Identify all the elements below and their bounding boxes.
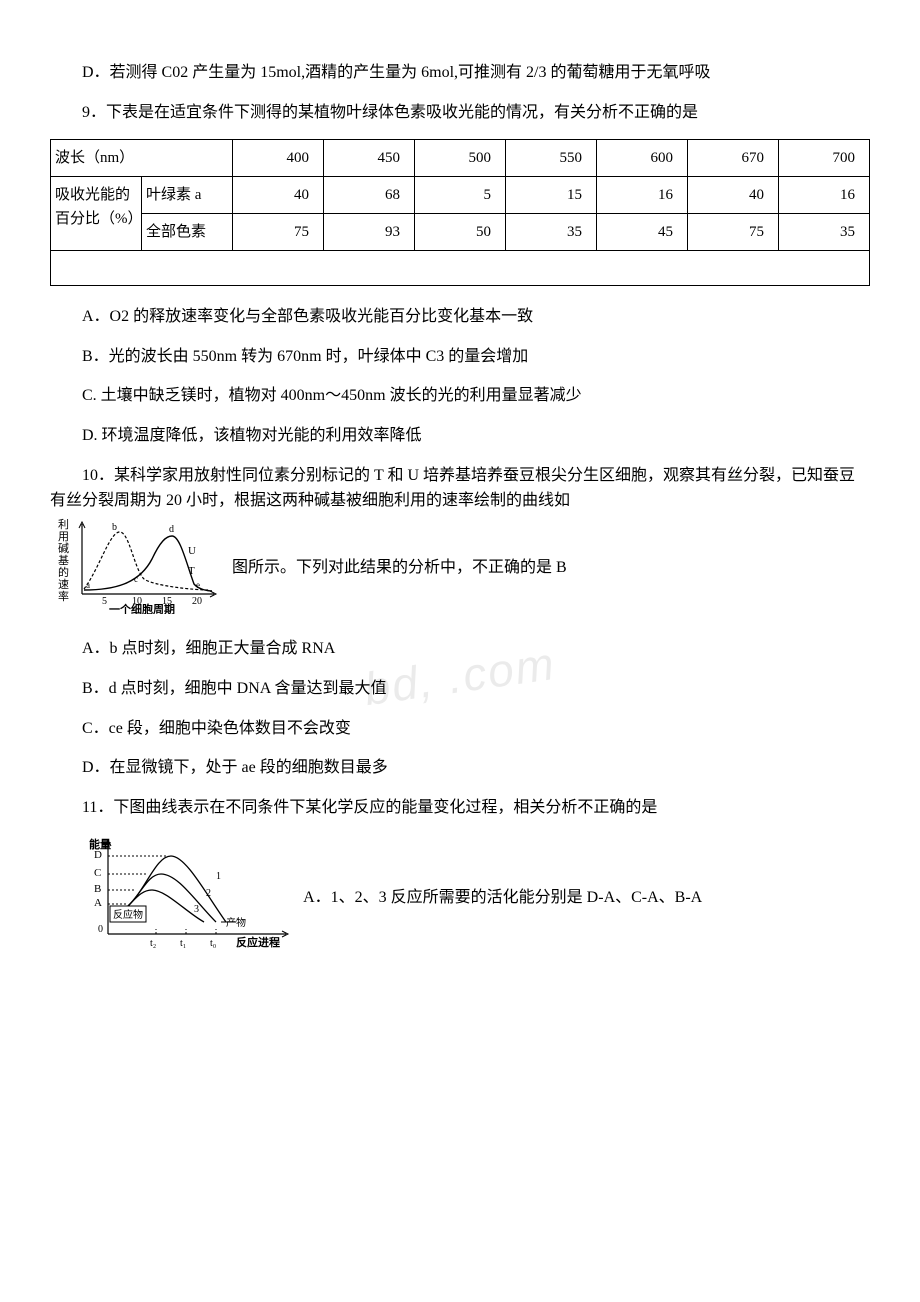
- ytick-a: A: [94, 897, 102, 909]
- data-cell: 68: [324, 177, 415, 214]
- header-label: 波长（nm）: [51, 140, 233, 177]
- q11-option-a: A．1、2、3 反应所需要的活化能分别是 D-A、C-A、B-A: [303, 889, 702, 906]
- wavelength-cell: 670: [688, 140, 779, 177]
- svg-text:0: 0: [98, 924, 103, 935]
- table-row: 波长（nm） 400 450 500 550 600 670 700: [51, 140, 870, 177]
- reactant-label: 反应物: [113, 908, 143, 921]
- label-u: U: [188, 545, 196, 557]
- curve-1: 1: [216, 871, 221, 882]
- data-cell: 35: [506, 214, 597, 251]
- empty-row: [51, 251, 870, 286]
- q11-figure-row: 能量 D C B A 反应物 1 2 3 产物 t₂ t₁: [82, 834, 870, 963]
- data-cell: 75: [688, 214, 779, 251]
- q10-stem-tail: 图所示。下列对此结果的分析中，不正确的是 B: [232, 559, 567, 576]
- q10-option-d: D．在显微镜下，处于 ae 段的细胞数目最多: [50, 755, 870, 781]
- svg-text:用: 用: [58, 531, 69, 543]
- curve-2: 2: [206, 888, 211, 899]
- data-cell: 40: [688, 177, 779, 214]
- point-d: d: [169, 524, 174, 535]
- curve-3: 3: [194, 904, 199, 915]
- q10-chart: 利 用 碱 基 的 速 率 b U d T a c e 5 10 15 20: [54, 514, 224, 623]
- q10-option-b: B．d 点时刻，细胞中 DNA 含量达到最大值: [50, 676, 870, 702]
- data-cell: 45: [597, 214, 688, 251]
- q9-stem: 9．下表是在适宜条件下测得的某植物叶绿体色素吸收光能的情况，有关分析不正确的是: [50, 100, 870, 126]
- wavelength-cell: 500: [415, 140, 506, 177]
- wavelength-cell: 550: [506, 140, 597, 177]
- data-cell: 15: [506, 177, 597, 214]
- row-group-label: 吸收光能的百分比（%）: [51, 177, 142, 251]
- point-a: a: [86, 580, 90, 590]
- svg-text:基: 基: [58, 554, 69, 567]
- xtick-t0: t₀: [210, 938, 217, 949]
- q9-option-c: C. 土壤中缺乏镁时，植物对 400nm～450nm 波长的光的利用量显著减少: [50, 383, 870, 409]
- wavelength-cell: 700: [779, 140, 870, 177]
- q11-chart: 能量 D C B A 反应物 1 2 3 产物 t₂ t₁: [86, 834, 296, 963]
- data-cell: 75: [233, 214, 324, 251]
- x-label: 一个细胞周期: [109, 602, 175, 614]
- svg-text:碱: 碱: [58, 542, 69, 555]
- q9-option-d: D. 环境温度降低，该植物对光能的利用效率降低: [50, 423, 870, 449]
- svg-text:率: 率: [58, 589, 69, 603]
- xtick-t1: t₁: [180, 938, 186, 949]
- ytick-d: D: [94, 849, 102, 861]
- q10-stem: 10．某科学家用放射性同位素分别标记的 T 和 U 培养基培养蚕豆根尖分生区细胞…: [50, 463, 870, 514]
- wavelength-cell: 600: [597, 140, 688, 177]
- table-row: 吸收光能的百分比（%） 叶绿素 a 40 68 5 15 16 40 16: [51, 177, 870, 214]
- table-row: [51, 251, 870, 286]
- point-e: e: [196, 580, 200, 590]
- data-cell: 16: [597, 177, 688, 214]
- point-b: b: [112, 522, 117, 533]
- xtick: 5: [102, 596, 107, 607]
- point-c: c: [134, 574, 138, 584]
- data-cell: 5: [415, 177, 506, 214]
- wavelength-cell: 400: [233, 140, 324, 177]
- row2-label: 全部色素: [142, 214, 233, 251]
- data-cell: 16: [779, 177, 870, 214]
- q10-stem-wrap: 10．某科学家用放射性同位素分别标记的 T 和 U 培养基培养蚕豆根尖分生区细胞…: [50, 463, 870, 623]
- q9-option-b: B．光的波长由 550nm 转为 670nm 时，叶绿体中 C3 的量会增加: [50, 344, 870, 370]
- xtick-t2: t₂: [150, 938, 156, 949]
- row1-label: 叶绿素 a: [142, 177, 233, 214]
- svg-text:的: 的: [58, 565, 69, 579]
- data-cell: 50: [415, 214, 506, 251]
- data-cell: 93: [324, 214, 415, 251]
- wavelength-cell: 450: [324, 140, 415, 177]
- q8-option-d: D．若测得 C02 产生量为 15mol,酒精的产生量为 6mol,可推测有 2…: [50, 60, 870, 86]
- x-label: 反应进程: [236, 935, 280, 949]
- data-cell: 35: [779, 214, 870, 251]
- ytick-c: C: [94, 867, 101, 879]
- y-label-line: 利: [58, 518, 69, 531]
- q11-stem: 11．下图曲线表示在不同条件下某化学反应的能量变化过程，相关分析不正确的是: [50, 795, 870, 821]
- table-row: 全部色素 75 93 50 35 45 75 35: [51, 214, 870, 251]
- q10-option-a: A．b 点时刻，细胞正大量合成 RNA: [50, 636, 870, 662]
- q9-option-a: A．O2 的释放速率变化与全部色素吸收光能百分比变化基本一致: [50, 304, 870, 330]
- ytick-b: B: [94, 883, 101, 895]
- q9-table: 波长（nm） 400 450 500 550 600 670 700 吸收光能的…: [50, 139, 870, 286]
- q10-option-c: C．ce 段，细胞中染色体数目不会改变: [50, 716, 870, 742]
- data-cell: 40: [233, 177, 324, 214]
- label-t: T: [188, 565, 195, 577]
- svg-text:20: 20: [192, 596, 202, 607]
- svg-text:速: 速: [58, 578, 69, 591]
